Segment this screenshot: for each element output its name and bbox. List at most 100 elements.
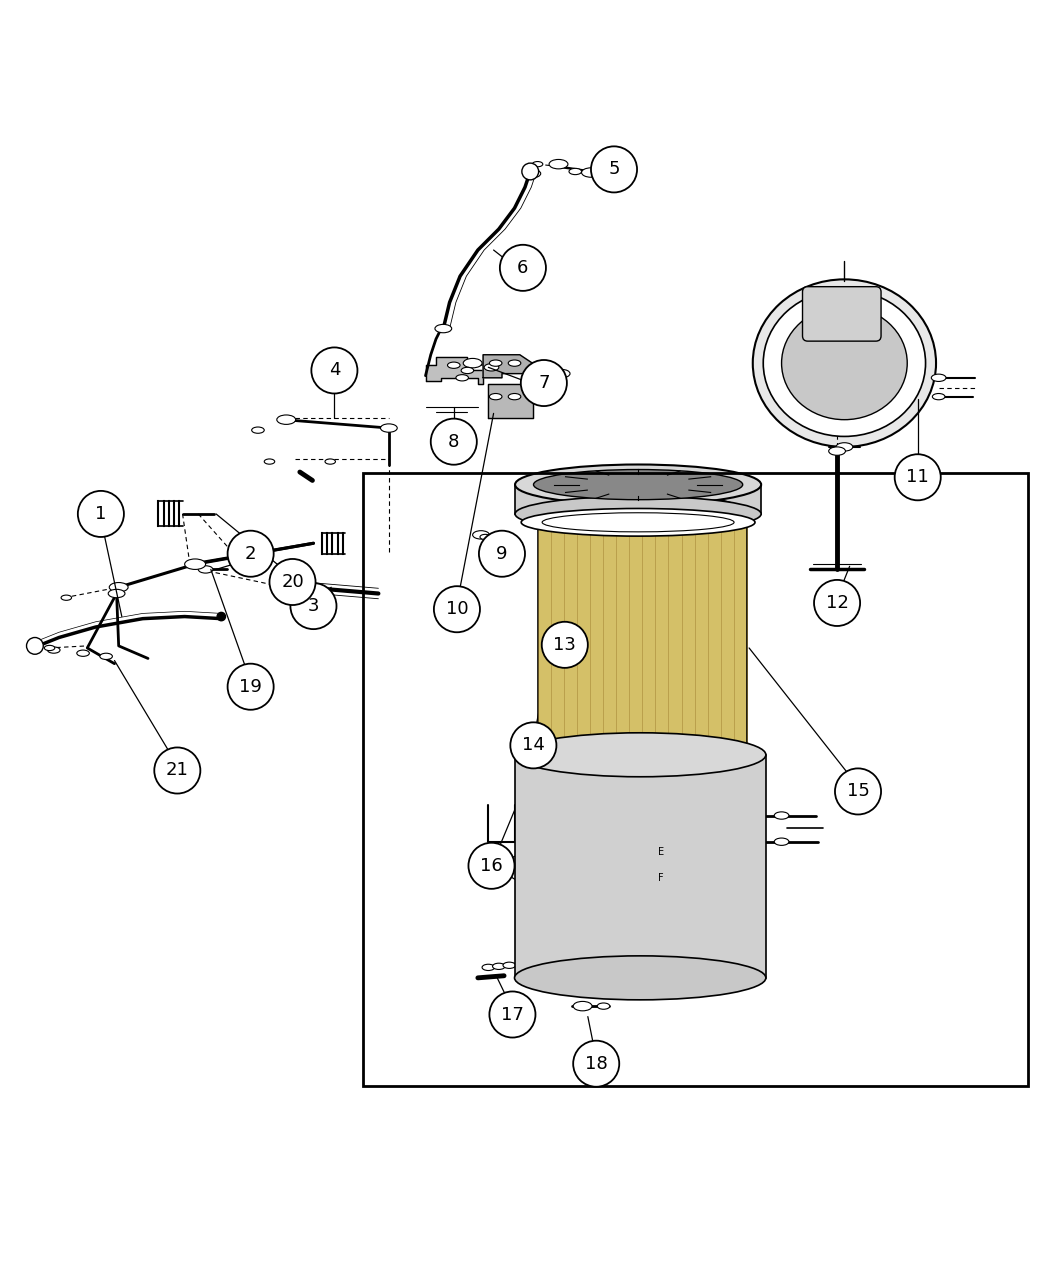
Circle shape bbox=[489, 992, 536, 1038]
Ellipse shape bbox=[503, 963, 516, 969]
Ellipse shape bbox=[435, 324, 452, 333]
Circle shape bbox=[270, 558, 316, 606]
Ellipse shape bbox=[77, 650, 89, 657]
Ellipse shape bbox=[524, 170, 541, 177]
Ellipse shape bbox=[549, 159, 568, 168]
Ellipse shape bbox=[294, 584, 307, 590]
Ellipse shape bbox=[480, 534, 490, 539]
Ellipse shape bbox=[61, 595, 71, 601]
Ellipse shape bbox=[492, 963, 505, 969]
Ellipse shape bbox=[380, 423, 397, 432]
Ellipse shape bbox=[277, 414, 296, 425]
Circle shape bbox=[312, 347, 357, 394]
Text: 10: 10 bbox=[445, 601, 468, 618]
Circle shape bbox=[228, 664, 274, 710]
Ellipse shape bbox=[932, 394, 945, 400]
Circle shape bbox=[26, 638, 43, 654]
Text: E: E bbox=[658, 847, 665, 857]
Ellipse shape bbox=[456, 375, 468, 381]
Ellipse shape bbox=[542, 513, 734, 532]
Ellipse shape bbox=[276, 581, 293, 589]
Polygon shape bbox=[483, 354, 536, 384]
Ellipse shape bbox=[447, 362, 460, 368]
Ellipse shape bbox=[931, 374, 946, 381]
FancyBboxPatch shape bbox=[802, 287, 881, 342]
Circle shape bbox=[468, 843, 514, 889]
Ellipse shape bbox=[463, 358, 482, 368]
Circle shape bbox=[522, 163, 539, 180]
Ellipse shape bbox=[573, 1001, 592, 1011]
Ellipse shape bbox=[516, 464, 761, 505]
Text: 7: 7 bbox=[538, 374, 549, 391]
Text: 11: 11 bbox=[906, 468, 929, 486]
Circle shape bbox=[154, 747, 201, 793]
Text: 20: 20 bbox=[281, 572, 303, 592]
Text: 14: 14 bbox=[522, 737, 545, 755]
Circle shape bbox=[78, 491, 124, 537]
Ellipse shape bbox=[185, 558, 206, 570]
Polygon shape bbox=[425, 357, 483, 384]
Ellipse shape bbox=[508, 394, 521, 400]
Text: F: F bbox=[658, 873, 664, 884]
Ellipse shape bbox=[461, 367, 474, 374]
Ellipse shape bbox=[482, 964, 495, 970]
Ellipse shape bbox=[781, 306, 907, 419]
Ellipse shape bbox=[508, 360, 521, 366]
Circle shape bbox=[434, 586, 480, 632]
Ellipse shape bbox=[109, 583, 128, 592]
Ellipse shape bbox=[532, 162, 543, 167]
Ellipse shape bbox=[265, 459, 275, 464]
Bar bbox=[362, 473, 1028, 1086]
Ellipse shape bbox=[774, 838, 789, 845]
Ellipse shape bbox=[774, 812, 789, 820]
Circle shape bbox=[573, 1040, 620, 1086]
Ellipse shape bbox=[198, 566, 213, 572]
Ellipse shape bbox=[516, 496, 761, 532]
Text: 4: 4 bbox=[329, 361, 340, 380]
Text: 9: 9 bbox=[497, 544, 508, 562]
Circle shape bbox=[521, 360, 567, 405]
Ellipse shape bbox=[489, 394, 502, 400]
Ellipse shape bbox=[569, 168, 582, 175]
Text: 13: 13 bbox=[553, 636, 576, 654]
Circle shape bbox=[291, 583, 336, 629]
Circle shape bbox=[430, 418, 477, 464]
Bar bbox=[538, 514, 747, 755]
Ellipse shape bbox=[47, 646, 60, 653]
Text: 15: 15 bbox=[846, 783, 869, 801]
Ellipse shape bbox=[108, 589, 125, 598]
Ellipse shape bbox=[484, 363, 499, 371]
Ellipse shape bbox=[836, 442, 853, 451]
Ellipse shape bbox=[514, 733, 765, 776]
Ellipse shape bbox=[472, 530, 489, 539]
Text: 21: 21 bbox=[166, 761, 189, 779]
Circle shape bbox=[510, 723, 556, 769]
Text: 17: 17 bbox=[501, 1006, 524, 1024]
Ellipse shape bbox=[252, 427, 265, 434]
Polygon shape bbox=[488, 384, 533, 418]
Circle shape bbox=[542, 622, 588, 668]
Text: 6: 6 bbox=[518, 259, 528, 277]
Ellipse shape bbox=[326, 459, 335, 464]
Text: 5: 5 bbox=[608, 161, 619, 179]
Ellipse shape bbox=[489, 360, 502, 366]
Circle shape bbox=[217, 612, 226, 621]
Text: 16: 16 bbox=[480, 857, 503, 875]
Text: 8: 8 bbox=[448, 432, 460, 450]
Ellipse shape bbox=[514, 956, 765, 1000]
Circle shape bbox=[228, 530, 274, 576]
Circle shape bbox=[591, 147, 637, 193]
Ellipse shape bbox=[100, 653, 112, 659]
Ellipse shape bbox=[521, 509, 755, 536]
Ellipse shape bbox=[763, 289, 925, 436]
Ellipse shape bbox=[44, 645, 55, 650]
Ellipse shape bbox=[597, 1003, 610, 1010]
Circle shape bbox=[500, 245, 546, 291]
Ellipse shape bbox=[533, 469, 742, 500]
Ellipse shape bbox=[553, 370, 570, 377]
Text: 3: 3 bbox=[308, 597, 319, 615]
Ellipse shape bbox=[828, 448, 845, 455]
Text: 2: 2 bbox=[245, 544, 256, 562]
Ellipse shape bbox=[582, 168, 601, 177]
Circle shape bbox=[814, 580, 860, 626]
